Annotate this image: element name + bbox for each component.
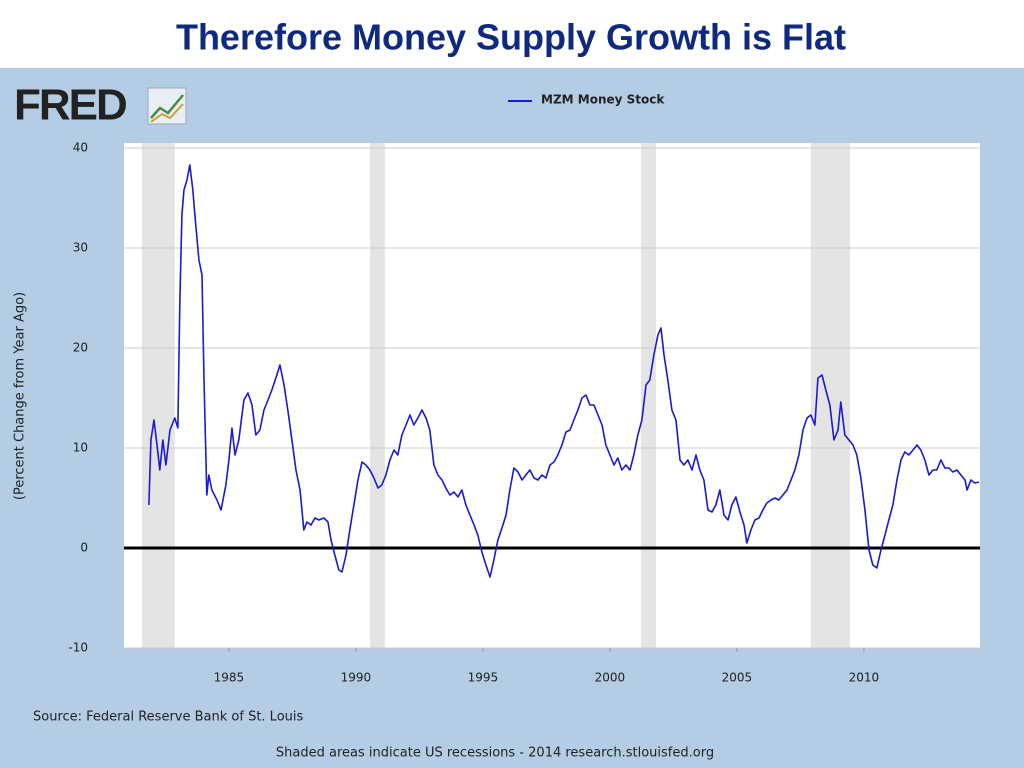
recession-shade	[640, 143, 656, 648]
footnote: Shaded areas indicate US recessions - 20…	[276, 746, 714, 761]
x-tick-label: 1985	[214, 671, 245, 685]
y-tick-label: 0	[80, 541, 88, 555]
x-tick-label: 1990	[341, 671, 372, 685]
y-tick-label: -10	[68, 641, 88, 655]
logo-icon	[147, 87, 187, 125]
fred-logo: FRED	[14, 81, 126, 130]
y-axis-label: (Percent Change from Year Ago)	[13, 292, 28, 500]
x-tick-label: 2000	[595, 671, 626, 685]
plot-area	[124, 143, 980, 648]
source-note: Source: Federal Reserve Bank of St. Loui…	[33, 710, 303, 725]
slide-title: Therefore Money Supply Growth is Flat	[176, 17, 846, 58]
legend-label: MZM Money Stock	[541, 93, 665, 107]
y-tick-label: 20	[73, 341, 88, 355]
x-tick-label: 2010	[849, 671, 880, 685]
data-line	[148, 164, 980, 578]
y-tick-label: 40	[73, 141, 88, 155]
x-tick-label: 2005	[722, 671, 753, 685]
recession-shade	[142, 143, 175, 648]
header-band	[0, 0, 1024, 68]
y-tick-label: 10	[73, 441, 88, 455]
recession-shade	[369, 143, 385, 648]
y-tick-label: 30	[73, 241, 88, 255]
x-tick-label: 1995	[468, 671, 499, 685]
